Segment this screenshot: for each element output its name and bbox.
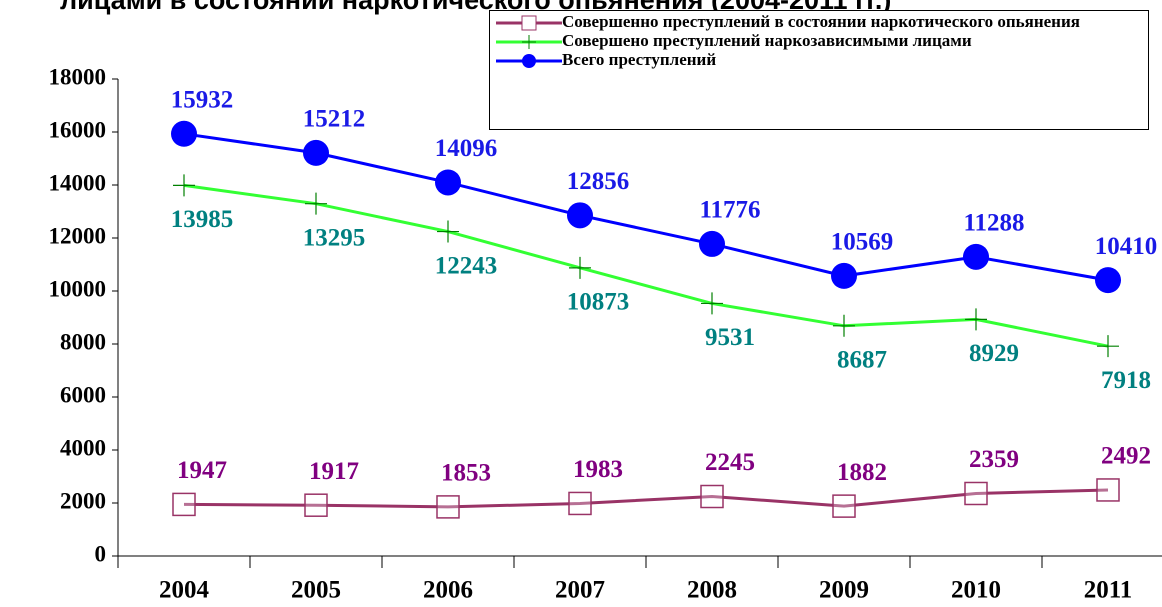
- data-label: 1983: [573, 456, 623, 483]
- series-line: [183, 488, 1109, 509]
- data-label: 8929: [969, 340, 1019, 367]
- point: [964, 481, 988, 506]
- point: [1096, 478, 1120, 502]
- point: [568, 491, 592, 516]
- x-tick-label: 2009: [819, 577, 869, 604]
- point: [567, 202, 593, 229]
- point: [699, 230, 725, 257]
- point: [303, 139, 329, 166]
- x-tick-label: 2011: [1084, 577, 1133, 604]
- point: [965, 308, 987, 331]
- legend-label: Всего преступлений: [562, 50, 717, 69]
- point: [963, 243, 989, 270]
- legend-item: Совершено преступлений наркозависимыми л…: [496, 32, 1142, 51]
- y-tick-label: 6000: [60, 382, 106, 407]
- point: [831, 262, 857, 289]
- series-line: [183, 183, 1109, 348]
- x-tick-label: 2006: [423, 577, 473, 604]
- data-label: 10410: [1095, 233, 1158, 260]
- point: [305, 192, 327, 215]
- legend-label: Совершено преступлений наркозависимыми л…: [562, 31, 972, 50]
- point: [700, 484, 724, 509]
- data-label: 14096: [435, 135, 498, 162]
- series-line: [183, 132, 1109, 282]
- y-tick-label: 18000: [49, 64, 107, 89]
- legend-marker: [522, 35, 536, 49]
- y-tick-label: 2000: [60, 488, 106, 513]
- point: [833, 314, 855, 337]
- data-label: 12243: [435, 252, 498, 279]
- point: [569, 256, 591, 279]
- legend-marker: [521, 15, 537, 31]
- data-label: 13985: [171, 206, 234, 233]
- data-label: 1947: [177, 457, 227, 484]
- data-label: 10569: [831, 229, 894, 256]
- x-tick-label: 2005: [291, 577, 341, 604]
- legend-marker: [522, 54, 536, 68]
- legend: Совершенно преступлений в состоянии нарк…: [489, 10, 1149, 130]
- data-label: 10873: [567, 289, 630, 316]
- data-label: 1853: [441, 460, 491, 487]
- y-tick-label: 8000: [60, 329, 106, 354]
- point: [435, 169, 461, 196]
- x-tick-label: 2007: [555, 577, 605, 604]
- legend-icon: [496, 35, 562, 49]
- y-tick-label: 12000: [49, 223, 107, 248]
- point: [701, 292, 723, 315]
- y-tick-label: 10000: [49, 276, 107, 301]
- data-label: 9531: [705, 324, 755, 351]
- legend-icon: [496, 15, 562, 31]
- y-tick-label: 0: [95, 541, 107, 566]
- legend-item: Всего преступлений: [496, 51, 1142, 70]
- legend-item: Совершенно преступлений в состоянии нарк…: [496, 13, 1142, 32]
- point: [173, 174, 195, 197]
- data-label: 12856: [567, 168, 630, 195]
- data-label: 1917: [309, 458, 359, 485]
- point: [1095, 267, 1121, 294]
- data-label: 11288: [963, 210, 1024, 237]
- point: [832, 494, 856, 518]
- y-tick-label: 16000: [49, 117, 107, 142]
- y-tick-label: 14000: [49, 170, 107, 195]
- data-label: 8687: [837, 347, 887, 374]
- x-tick-label: 2010: [951, 577, 1001, 604]
- x-tick-label: 2008: [687, 577, 737, 604]
- legend-icon: [496, 54, 562, 68]
- point: [171, 120, 197, 147]
- x-tick-label: 2004: [159, 577, 210, 604]
- point: [1097, 335, 1119, 358]
- data-label: 15212: [303, 106, 366, 133]
- point: [437, 220, 459, 243]
- y-tick-label: 4000: [60, 435, 106, 460]
- point: [304, 493, 328, 517]
- data-label: 13295: [303, 224, 366, 251]
- data-label: 7918: [1101, 367, 1151, 394]
- data-label: 2492: [1101, 443, 1151, 470]
- data-label: 1882: [837, 459, 887, 486]
- data-label: 15932: [171, 87, 234, 114]
- data-label: 2245: [705, 449, 755, 476]
- data-label: 11776: [699, 197, 760, 224]
- data-label: 2359: [969, 446, 1019, 473]
- point: [172, 492, 196, 517]
- legend-label: Совершенно преступлений в состоянии нарк…: [562, 12, 1080, 31]
- point: [436, 495, 460, 519]
